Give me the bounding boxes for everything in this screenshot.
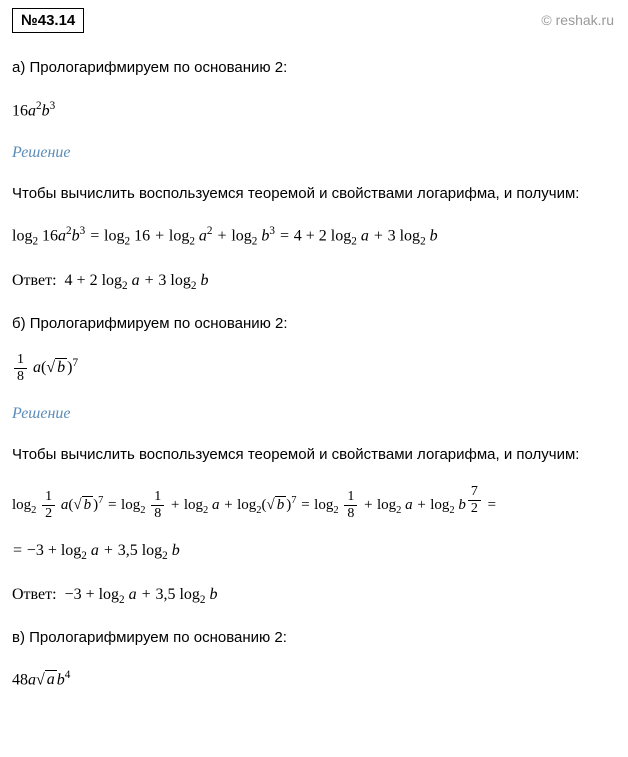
part-a-solution-label: Решение xyxy=(12,141,616,165)
content: а) Прологарифмируем по основанию 2: 16a2… xyxy=(12,57,616,692)
part-a-answer: Ответ: 4 + 2 log2 a + 3 log2 b xyxy=(12,269,616,295)
part-b-expression: 18 a(√b)7 xyxy=(12,353,616,384)
part-b-solution-label: Решение xyxy=(12,402,616,426)
problem-number: №43.14 xyxy=(21,12,75,29)
answer-label: Ответ: xyxy=(12,586,57,603)
part-a-solution-text: Чтобы вычислить воспользуемся теоремой и… xyxy=(12,183,616,206)
watermark: © reshak.ru xyxy=(541,12,614,28)
part-b-answer: Ответ: −3 + log2 a + 3,5 log2 b xyxy=(12,583,616,609)
part-c-expression: 48a√ab4 xyxy=(12,667,616,692)
part-b-solution-text: Чтобы вычислить воспользуемся теоремой и… xyxy=(12,444,616,467)
answer-label: Ответ: xyxy=(12,272,57,289)
part-a-solution-eq: log2 16a2b3 = log2 16 + log2 a2 + log2 b… xyxy=(12,223,616,250)
problem-number-box: №43.14 xyxy=(12,8,84,33)
part-b-solution-line1: log2 12 a(√b)7 = log2 18 + log2 a + log2… xyxy=(12,485,616,521)
part-b-solution-line2: = −3 + log2 a + 3,5 log2 b xyxy=(12,539,616,565)
part-b-prompt: б) Прологарифмируем по основанию 2: xyxy=(12,313,616,336)
part-c-prompt: в) Прологарифмируем по основанию 2: xyxy=(12,627,616,650)
part-a-prompt: а) Прологарифмируем по основанию 2: xyxy=(12,57,616,80)
part-a-expression: 16a2b3 xyxy=(12,98,616,123)
